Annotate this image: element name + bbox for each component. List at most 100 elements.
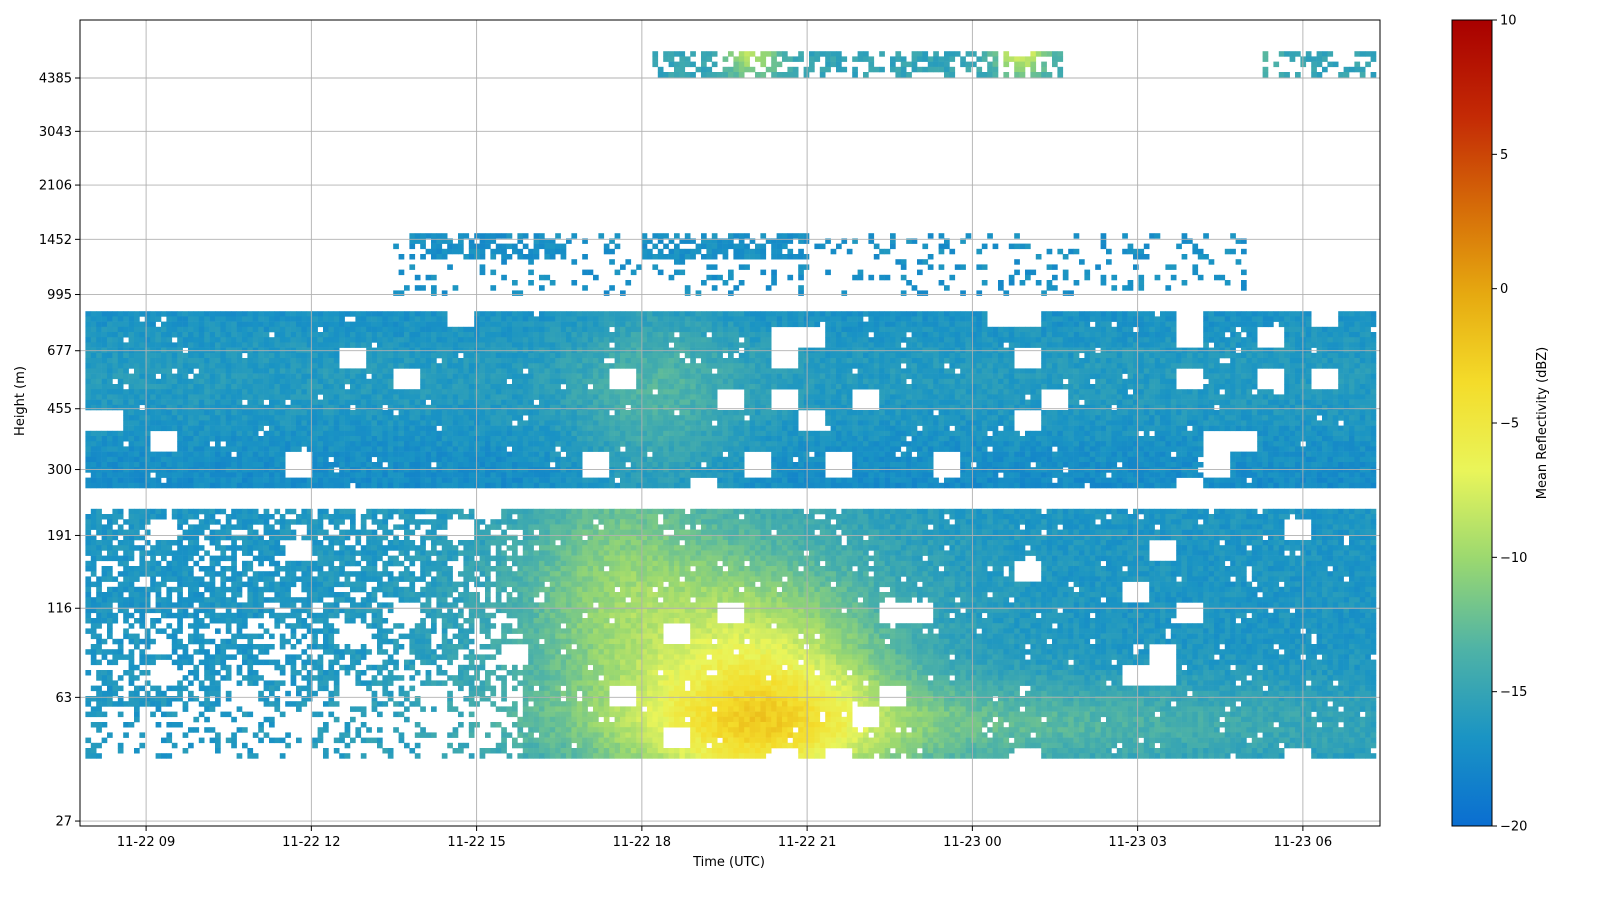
heatmap-cell [1241,342,1247,348]
heatmap-cell [404,311,410,317]
heatmap-cell [900,384,907,390]
heatmap-cell [1343,368,1350,374]
heatmap-cell [409,243,416,250]
heatmap-cell [728,243,734,250]
heatmap-cell [609,285,615,291]
heatmap-cell [717,311,723,317]
heatmap-cell [549,399,556,406]
heatmap-cell [668,373,675,380]
heatmap-cell [1343,373,1350,380]
heatmap-cell [1106,373,1112,380]
heatmap-cell [647,363,653,369]
heatmap-cell [220,311,227,317]
heatmap-cell [933,61,939,68]
heatmap-cell [1284,342,1290,348]
heatmap-cell [333,337,340,343]
heatmap-cell [1284,332,1290,338]
heatmap-cell [339,321,345,328]
heatmap-cell [1365,399,1371,406]
heatmap-cell [242,326,248,333]
heatmap-cell [663,337,669,343]
heatmap-cell [749,311,756,317]
heatmap-cell [323,342,329,348]
heatmap-cell [209,358,216,364]
heatmap-cell [652,394,659,400]
heatmap-cell [1359,326,1366,333]
heatmap-cell [1019,342,1026,348]
heatmap-cell [846,373,853,380]
heatmap-cell [1241,238,1247,244]
heatmap-cell [917,321,923,328]
heatmap-cell [506,389,513,395]
heatmap-cell [360,342,367,348]
heatmap-cell [220,389,227,395]
heatmap-cell [1241,384,1247,390]
heatmap-cell [1008,352,1015,359]
heatmap-cell [301,394,308,400]
heatmap-cell [1322,342,1328,348]
heatmap-cell [728,72,734,78]
heatmap-cell [625,321,632,328]
heatmap-cell [981,389,988,395]
heatmap-cell [306,316,313,322]
heatmap-cell [1262,66,1269,73]
heatmap-cell [695,394,702,400]
heatmap-cell [717,384,723,390]
heatmap-cell [706,358,713,364]
heatmap-cell [1100,410,1107,416]
heatmap-cell [949,342,956,348]
heatmap-cell [868,56,875,62]
heatmap-cell [830,410,837,416]
heatmap-cell [350,394,356,400]
heatmap-cell [409,394,416,400]
heatmap-cell [744,316,750,322]
heatmap-cell [1014,61,1020,68]
heatmap-cell [398,254,405,260]
heatmap-cell [571,233,578,239]
heatmap-cell [285,410,291,416]
heatmap-cell [625,280,632,286]
heatmap-cell [911,51,918,57]
heatmap-cell [269,342,275,348]
heatmap-cell [420,254,426,260]
heatmap-cell [231,321,237,328]
heatmap-cell [1008,394,1015,400]
heatmap-cell [846,326,853,333]
heatmap-cell [1230,337,1236,343]
heatmap-cell [647,410,653,416]
heatmap-cell [279,410,286,416]
heatmap-cell [981,243,988,250]
heatmap-cell [193,332,200,338]
heatmap-cell [1359,368,1366,374]
heatmap-cell [1246,332,1253,338]
heatmap-cell [188,399,194,406]
heatmap-cell [1041,72,1047,78]
heatmap-cell [1035,332,1042,338]
heatmap-cell [166,326,173,333]
heatmap-cell [107,326,113,333]
heatmap-cell [166,358,173,364]
heatmap-cell [150,384,156,390]
heatmap-cell [765,399,772,406]
heatmap-cell [387,332,394,338]
heatmap-cell [684,378,691,385]
heatmap-cell [1295,337,1301,343]
heatmap-cell [231,358,237,364]
heatmap-cell [744,332,750,338]
heatmap-cell [533,389,540,395]
heatmap-cell [944,337,950,343]
heatmap-cell [922,352,929,359]
heatmap-cell [1273,363,1280,369]
heatmap-cell [647,358,653,364]
heatmap-cell [1046,285,1053,291]
heatmap-cell [1057,248,1064,255]
heatmap-cell [1057,316,1064,322]
heatmap-cell [468,368,475,374]
heatmap-cell [647,384,653,390]
heatmap-cell [404,285,410,291]
heatmap-cell [836,410,842,416]
heatmap-cell [852,410,858,416]
heatmap-cell [1073,316,1080,322]
heatmap-cell [112,394,119,400]
heatmap-cell [1241,399,1247,406]
